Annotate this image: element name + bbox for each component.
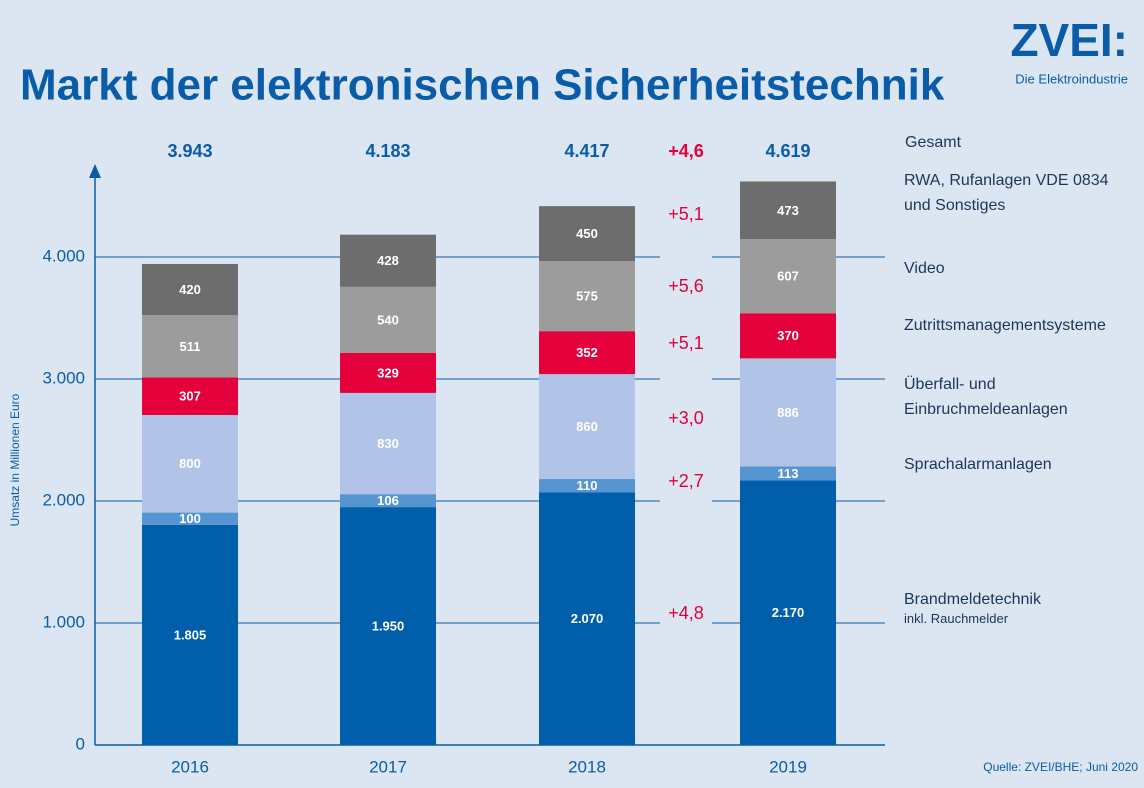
bar-segment <box>142 315 238 378</box>
legend-entry: Zutrittsmanagementsysteme <box>904 317 1106 334</box>
growth-label: +5,1 <box>668 333 704 353</box>
legend-entry: Sprachalarmanlagen <box>904 456 1052 473</box>
bar-segment <box>539 261 635 332</box>
x-tick-label: 2017 <box>369 757 407 776</box>
value-label: 428 <box>377 253 399 268</box>
x-tick-label: 2019 <box>769 757 807 776</box>
value-label: 2.170 <box>772 605 805 620</box>
x-tick-label: 2016 <box>171 757 209 776</box>
value-label: 2.070 <box>571 611 604 626</box>
y-tick-label: 4.000 <box>42 246 85 265</box>
y-axis-arrow <box>89 164 101 178</box>
bar-segment <box>539 374 635 480</box>
value-label: 100 <box>179 511 201 526</box>
x-tick-label: 2018 <box>568 757 606 776</box>
value-label: 473 <box>777 203 799 218</box>
bar-segment <box>740 480 836 745</box>
bar-segment <box>539 479 635 493</box>
y-tick-label: 3.000 <box>42 368 85 387</box>
value-label: 106 <box>377 493 399 508</box>
value-label: 511 <box>180 339 201 354</box>
value-label: 352 <box>576 345 598 360</box>
source: Quelle: ZVEI/BHE; Juni 2020 <box>983 760 1138 774</box>
value-label: 575 <box>576 289 598 304</box>
value-label: 540 <box>377 312 399 327</box>
total-label: 4.417 <box>564 141 609 161</box>
value-label: 110 <box>577 478 598 493</box>
bar-segment <box>340 234 436 287</box>
y-tick-label: 0 <box>76 734 85 753</box>
bar-segment <box>340 507 436 745</box>
totals-legend: Gesamt <box>905 134 962 151</box>
legend-entry: Video <box>904 260 945 277</box>
legend-entry: Brandmeldetechnik <box>904 591 1041 608</box>
bar-segment <box>740 239 836 314</box>
value-label: 370 <box>777 328 799 343</box>
total-label: 4.183 <box>365 141 410 161</box>
legend-entry: Überfall- und Einbruchmeldeanlagen <box>904 376 1068 418</box>
bar-segment <box>142 512 238 525</box>
bar-segment <box>539 206 635 262</box>
bar-segment <box>740 181 836 240</box>
bar-segment <box>142 263 238 316</box>
growth-label: +5,6 <box>668 276 704 296</box>
bar-segment <box>740 358 836 467</box>
value-label: 307 <box>179 389 201 404</box>
growth-label: +2,7 <box>668 471 704 491</box>
total-label: 3.943 <box>167 141 212 161</box>
bar-segment <box>539 492 635 745</box>
bar-segment <box>142 377 238 415</box>
chart-title: Markt der elektronischen Sicherheitstech… <box>20 61 945 110</box>
bar-segment <box>142 524 238 745</box>
bar-segment <box>340 494 436 508</box>
bar-segment <box>740 313 836 359</box>
growth-label: +3,0 <box>668 408 704 428</box>
value-label: 886 <box>777 405 799 420</box>
value-label: 1.805 <box>174 627 207 642</box>
bar-segment <box>142 414 238 513</box>
value-label: 607 <box>777 269 799 284</box>
value-label: 860 <box>576 419 598 434</box>
logo: ZVEI: <box>1010 14 1128 66</box>
growth-label: +4,8 <box>668 603 704 623</box>
bar-segment <box>340 286 436 353</box>
y-tick-label: 2.000 <box>42 490 85 509</box>
bar-segment <box>740 466 836 481</box>
growth-label: +5,1 <box>668 204 704 224</box>
legend-entry: RWA, Rufanlagen VDE 0834 und Sonstiges <box>904 172 1109 214</box>
bar-segment <box>340 392 436 495</box>
total-growth: +4,6 <box>668 141 704 161</box>
y-axis-title: Umsatz in Millionen Euro <box>8 393 22 526</box>
value-label: 830 <box>377 436 399 451</box>
total-label: 4.619 <box>765 141 810 161</box>
logo-subtitle: Die Elektroindustrie <box>1015 71 1128 86</box>
value-label: 450 <box>576 226 598 241</box>
legend-note: inkl. Rauchmelder <box>904 611 1009 626</box>
bar-segment <box>539 331 635 375</box>
value-label: 800 <box>179 456 201 471</box>
value-label: 1.950 <box>372 618 405 633</box>
bar-segment <box>340 352 436 393</box>
y-tick-label: 1.000 <box>42 612 85 631</box>
value-label: 329 <box>377 365 399 380</box>
value-label: 420 <box>179 282 201 297</box>
value-label: 113 <box>778 466 799 481</box>
